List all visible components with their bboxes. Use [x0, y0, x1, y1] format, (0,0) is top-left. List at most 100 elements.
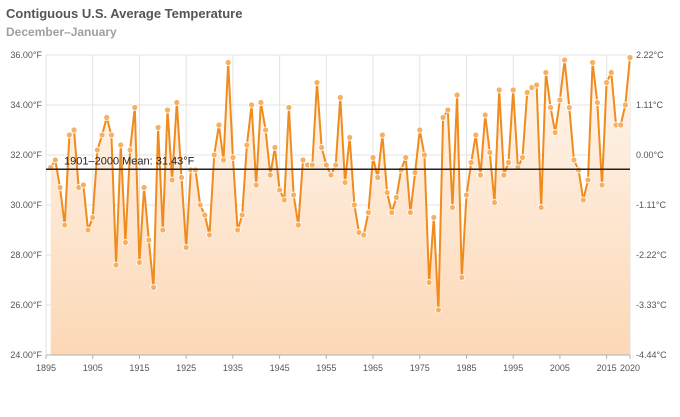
data-point[interactable]: [360, 231, 368, 239]
data-point[interactable]: [168, 176, 176, 184]
data-point[interactable]: [472, 131, 480, 139]
data-point[interactable]: [164, 106, 171, 114]
data-point[interactable]: [346, 134, 354, 141]
data-point[interactable]: [449, 204, 456, 211]
data-point[interactable]: [112, 261, 120, 269]
data-point[interactable]: [463, 191, 470, 199]
data-point[interactable]: [70, 126, 78, 134]
data-point[interactable]: [150, 284, 157, 291]
data-point[interactable]: [495, 86, 503, 94]
data-point[interactable]: [537, 204, 545, 211]
data-point[interactable]: [89, 214, 97, 221]
data-point[interactable]: [51, 156, 59, 164]
data-point[interactable]: [210, 151, 218, 159]
data-point[interactable]: [411, 169, 419, 176]
data-point[interactable]: [565, 104, 573, 111]
data-point[interactable]: [294, 221, 302, 229]
data-point[interactable]: [523, 89, 531, 96]
data-point[interactable]: [173, 99, 181, 106]
data-point[interactable]: [257, 99, 265, 106]
data-point[interactable]: [196, 201, 204, 209]
data-point[interactable]: [420, 151, 428, 159]
data-point[interactable]: [621, 101, 629, 109]
data-point[interactable]: [66, 131, 73, 139]
data-point[interactable]: [178, 174, 185, 181]
data-point[interactable]: [509, 86, 517, 94]
data-point[interactable]: [234, 226, 242, 234]
data-point[interactable]: [491, 199, 498, 206]
data-point[interactable]: [322, 161, 330, 169]
data-point[interactable]: [159, 226, 167, 234]
data-point[interactable]: [378, 131, 386, 139]
data-point[interactable]: [416, 126, 424, 134]
data-point[interactable]: [248, 101, 256, 109]
data-point[interactable]: [374, 174, 382, 181]
data-point[interactable]: [131, 104, 139, 111]
data-point[interactable]: [182, 244, 190, 251]
data-point[interactable]: [94, 146, 101, 154]
data-point[interactable]: [519, 154, 526, 161]
data-point[interactable]: [206, 231, 213, 239]
data-point[interactable]: [551, 129, 559, 136]
data-point[interactable]: [589, 59, 596, 66]
data-point[interactable]: [547, 104, 554, 111]
data-point[interactable]: [318, 144, 326, 151]
data-point[interactable]: [154, 124, 162, 131]
data-point[interactable]: [117, 141, 125, 149]
data-point[interactable]: [350, 201, 358, 209]
data-point[interactable]: [481, 111, 489, 119]
data-point[interactable]: [598, 181, 606, 189]
data-point[interactable]: [593, 99, 601, 106]
data-point[interactable]: [122, 239, 129, 246]
data-point[interactable]: [220, 156, 227, 164]
data-point[interactable]: [458, 274, 466, 281]
data-point[interactable]: [299, 156, 307, 164]
data-point[interactable]: [392, 194, 400, 201]
data-point[interactable]: [332, 161, 340, 169]
data-point[interactable]: [229, 154, 237, 161]
data-point[interactable]: [533, 81, 540, 89]
data-point[interactable]: [145, 236, 153, 244]
data-point[interactable]: [402, 154, 410, 161]
data-point[interactable]: [388, 209, 396, 216]
data-point[interactable]: [603, 79, 610, 86]
data-point[interactable]: [290, 191, 298, 199]
data-point[interactable]: [56, 184, 64, 191]
data-point[interactable]: [285, 104, 293, 111]
data-point[interactable]: [336, 94, 344, 101]
data-point[interactable]: [430, 214, 438, 221]
data-point[interactable]: [561, 56, 568, 64]
data-point[interactable]: [486, 149, 494, 156]
data-point[interactable]: [327, 171, 335, 179]
data-point[interactable]: [341, 179, 349, 186]
data-point[interactable]: [280, 196, 288, 204]
data-point[interactable]: [406, 209, 414, 216]
data-point[interactable]: [126, 146, 134, 154]
data-point[interactable]: [505, 159, 512, 166]
data-point[interactable]: [84, 226, 92, 234]
data-point[interactable]: [215, 121, 223, 129]
data-point[interactable]: [626, 54, 634, 61]
data-point[interactable]: [201, 211, 209, 219]
data-point[interactable]: [98, 131, 106, 139]
data-point[interactable]: [500, 171, 508, 179]
data-point[interactable]: [135, 259, 143, 266]
data-point[interactable]: [369, 154, 377, 161]
data-point[interactable]: [439, 114, 447, 121]
data-point[interactable]: [308, 161, 316, 169]
data-point[interactable]: [364, 209, 372, 216]
data-point[interactable]: [425, 279, 433, 286]
data-point[interactable]: [262, 126, 270, 134]
data-point[interactable]: [570, 156, 578, 164]
data-point[interactable]: [61, 221, 69, 229]
data-point[interactable]: [224, 59, 232, 66]
data-point[interactable]: [80, 181, 87, 189]
data-point[interactable]: [103, 114, 111, 121]
data-point[interactable]: [238, 211, 246, 219]
data-point[interactable]: [579, 196, 587, 204]
data-point[interactable]: [266, 171, 274, 179]
data-point[interactable]: [617, 121, 625, 129]
data-point[interactable]: [542, 69, 550, 76]
data-point[interactable]: [140, 184, 148, 191]
data-point[interactable]: [467, 159, 475, 166]
